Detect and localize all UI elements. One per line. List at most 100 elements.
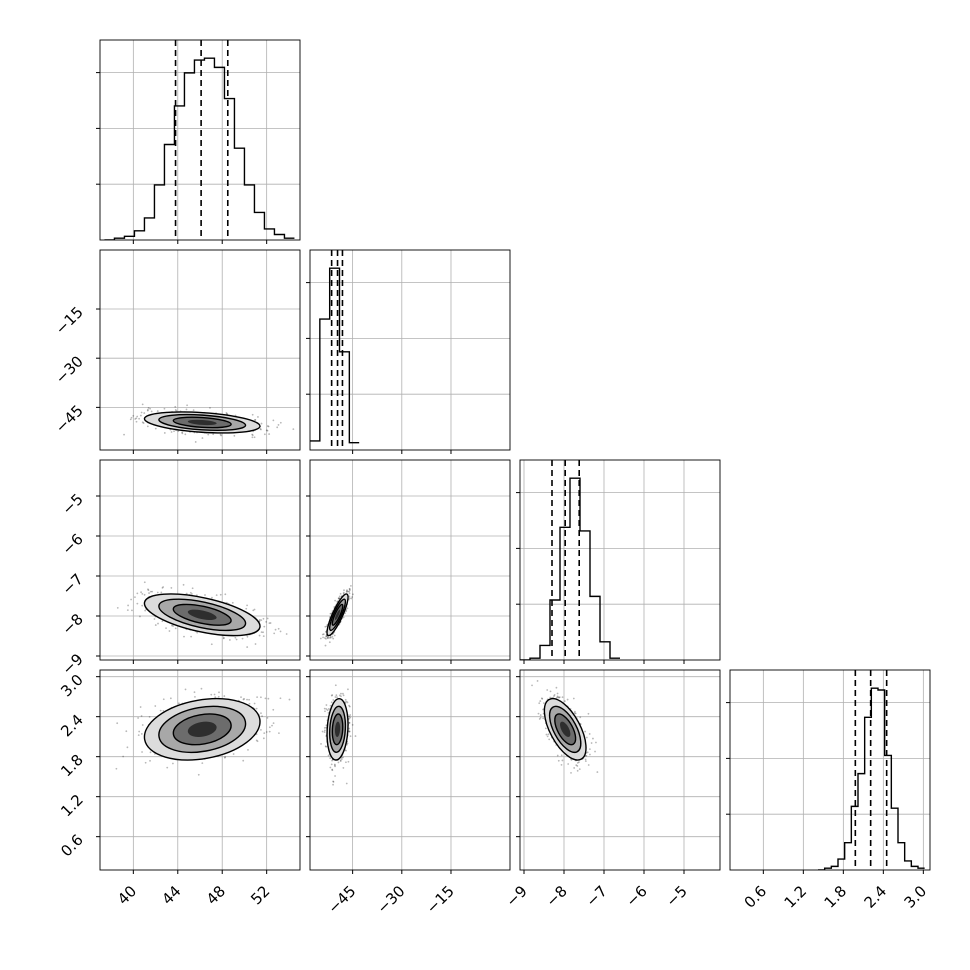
scatter-point bbox=[329, 704, 332, 707]
scatter-point bbox=[256, 740, 259, 743]
scatter-point bbox=[267, 425, 270, 428]
scatter-point bbox=[342, 767, 345, 769]
scatter-point bbox=[347, 760, 350, 763]
scatter-point bbox=[260, 696, 262, 699]
scatter-point bbox=[560, 763, 563, 766]
scatter-point bbox=[325, 625, 328, 628]
scatter-point bbox=[144, 609, 147, 612]
scatter-point bbox=[191, 593, 193, 595]
scatter-point bbox=[539, 700, 542, 702]
scatter-point bbox=[260, 631, 263, 634]
scatter-point bbox=[542, 708, 544, 711]
scatter-point bbox=[224, 756, 227, 758]
scatter-point bbox=[566, 698, 569, 701]
x-tick-label: −7 bbox=[582, 882, 610, 910]
scatter-point bbox=[266, 617, 269, 620]
x-tick-label: 48 bbox=[203, 882, 229, 908]
scatter-point bbox=[169, 697, 172, 700]
scatter-point bbox=[262, 737, 265, 740]
scatter-point bbox=[130, 598, 132, 601]
scatter-point bbox=[183, 635, 185, 638]
scatter-point bbox=[251, 436, 254, 439]
scatter-point bbox=[279, 630, 282, 633]
scatter-point bbox=[186, 404, 188, 407]
joint-panel-content bbox=[310, 670, 510, 870]
scatter-point bbox=[140, 715, 143, 717]
joint-panel-0-2 bbox=[99, 459, 301, 661]
scatter-point bbox=[272, 708, 275, 711]
scatter-point bbox=[181, 431, 183, 434]
x-tick-label: 44 bbox=[158, 882, 184, 908]
scatter-point bbox=[265, 429, 268, 432]
scatter-point bbox=[328, 637, 331, 639]
y-tick-label: 2.4 bbox=[57, 711, 87, 741]
scatter-point bbox=[254, 643, 257, 645]
panel-frame bbox=[99, 39, 301, 241]
scatter-point bbox=[163, 432, 166, 434]
scatter-point bbox=[147, 589, 150, 592]
y-tick-label: −5 bbox=[58, 490, 86, 518]
scatter-point bbox=[348, 587, 351, 590]
scatter-point bbox=[334, 696, 337, 698]
scatter-point bbox=[153, 618, 156, 620]
scatter-point bbox=[345, 610, 348, 613]
x-tick-label: −30 bbox=[374, 882, 409, 917]
scatter-point bbox=[135, 417, 138, 420]
scatter-point bbox=[332, 637, 335, 640]
scatter-point bbox=[336, 696, 338, 699]
scatter-point bbox=[279, 697, 282, 700]
scatter-point bbox=[123, 433, 125, 436]
scatter-point bbox=[251, 413, 254, 416]
scatter-point bbox=[168, 630, 171, 632]
scatter-point bbox=[328, 641, 331, 644]
scatter-point bbox=[210, 643, 213, 646]
scatter-point bbox=[207, 433, 210, 436]
scatter-point bbox=[348, 589, 351, 592]
scatter-point bbox=[586, 751, 589, 754]
scatter-point bbox=[345, 700, 348, 703]
scatter-point bbox=[324, 745, 327, 748]
scatter-point bbox=[172, 762, 174, 765]
panel-frame bbox=[309, 249, 511, 451]
joint-panel-1-3 bbox=[309, 669, 511, 871]
scatter-point bbox=[350, 584, 352, 587]
scatter-point bbox=[154, 705, 157, 707]
y-tick-label: −15 bbox=[52, 303, 87, 338]
scatter-point bbox=[256, 696, 259, 699]
scatter-point bbox=[240, 696, 242, 699]
scatter-point bbox=[259, 427, 262, 430]
scatter-point bbox=[348, 722, 351, 724]
scatter-point bbox=[260, 712, 262, 715]
scatter-point bbox=[222, 637, 225, 640]
scatter-point bbox=[573, 712, 576, 714]
scatter-point bbox=[292, 428, 295, 431]
scatter-point bbox=[329, 636, 332, 639]
scatter-point bbox=[339, 759, 342, 762]
scatter-point bbox=[197, 773, 200, 776]
scatter-point bbox=[242, 759, 245, 762]
scatter-point bbox=[141, 604, 144, 607]
scatter-point bbox=[329, 757, 332, 760]
panel-frame bbox=[519, 459, 721, 661]
scatter-point bbox=[228, 639, 231, 641]
scatter-point bbox=[192, 409, 195, 411]
scatter-point bbox=[146, 425, 149, 428]
scatter-point bbox=[268, 730, 271, 733]
scatter-point bbox=[321, 633, 324, 636]
scatter-point bbox=[348, 590, 351, 593]
scatter-point bbox=[587, 764, 590, 766]
scatter-point bbox=[201, 437, 204, 439]
scatter-point bbox=[268, 726, 271, 729]
scatter-point bbox=[184, 433, 187, 436]
scatter-point bbox=[131, 609, 133, 612]
scatter-point bbox=[146, 408, 149, 411]
scatter-point bbox=[140, 411, 143, 414]
scatter-point bbox=[245, 607, 248, 610]
scatter-point bbox=[143, 581, 146, 584]
joint-panel-1-2 bbox=[309, 459, 511, 661]
scatter-point bbox=[248, 702, 251, 705]
scatter-point bbox=[574, 712, 577, 715]
scatter-point bbox=[549, 696, 552, 699]
scatter-point bbox=[165, 627, 167, 630]
scatter-point bbox=[319, 637, 322, 640]
